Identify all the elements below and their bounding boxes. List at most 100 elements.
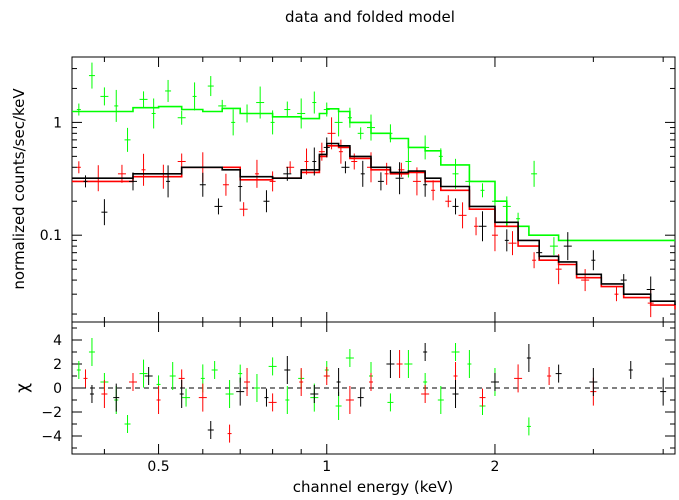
bottom-panel-ticks: 0.5 1 2 −4 −2 0 2 4 <box>41 322 675 475</box>
data-point <box>395 162 404 195</box>
data-point <box>270 110 275 135</box>
data-point <box>341 161 350 174</box>
data-point <box>214 198 223 215</box>
data-point <box>386 350 395 378</box>
data-point <box>318 142 325 161</box>
data-point <box>396 350 403 378</box>
data-point <box>474 217 479 236</box>
data-point <box>166 165 171 198</box>
data-point <box>141 153 146 186</box>
data-point <box>323 137 330 158</box>
data-point <box>589 368 598 396</box>
data-point <box>83 175 88 188</box>
bottom-panel-series <box>76 338 667 443</box>
data-point <box>479 388 486 407</box>
y-tick-label: 1 <box>53 115 62 131</box>
data-point <box>199 172 206 197</box>
data-point <box>269 171 276 192</box>
data-point <box>231 109 236 136</box>
data-point <box>268 357 277 376</box>
data-point <box>438 148 443 165</box>
data-point <box>310 385 319 403</box>
data-point <box>156 386 161 414</box>
data-point <box>536 245 543 260</box>
folded-model-line <box>72 145 676 310</box>
chart-title: data and folded model <box>285 8 455 26</box>
top-panel-ticks: 0.11 <box>40 57 675 322</box>
data-point <box>76 103 81 116</box>
data-point <box>207 421 214 439</box>
data-point <box>404 350 413 378</box>
data-point <box>452 158 459 189</box>
y-tick-label: 0 <box>53 381 62 397</box>
data-point <box>227 424 232 443</box>
data-point <box>124 415 131 433</box>
data-point <box>335 392 342 420</box>
data-point <box>334 108 343 137</box>
data-point <box>285 386 290 414</box>
data-point <box>614 287 619 302</box>
data-point <box>412 167 421 196</box>
data-point <box>347 107 352 128</box>
data-point <box>151 98 156 129</box>
data-point <box>491 219 498 252</box>
folded-model-line <box>72 142 676 306</box>
data-point <box>423 343 428 361</box>
data-point <box>299 368 304 396</box>
data-point <box>253 374 260 402</box>
data-point <box>480 183 485 198</box>
data-point <box>423 172 428 197</box>
y-tick-label: 4 <box>53 333 62 349</box>
data-point <box>268 393 277 412</box>
data-point <box>467 350 472 378</box>
data-point <box>357 127 364 140</box>
y-tick-label: 0.1 <box>40 228 62 244</box>
data-point <box>179 380 184 408</box>
data-point <box>451 343 460 361</box>
data-point <box>646 276 655 303</box>
data-point <box>526 417 531 436</box>
x-tick-label: 1 <box>322 459 331 475</box>
y-tick-label: −4 <box>41 429 62 445</box>
data-point <box>244 104 251 123</box>
data-point <box>165 79 172 102</box>
data-point <box>101 380 108 408</box>
data-point <box>508 231 517 256</box>
data-point <box>421 385 430 403</box>
y-tick-label: 2 <box>53 357 62 373</box>
x-tick-label: 2 <box>490 459 499 475</box>
data-point <box>377 172 384 191</box>
data-point <box>88 62 95 89</box>
data-point <box>283 166 292 181</box>
data-point <box>114 89 119 122</box>
data-point <box>504 229 509 252</box>
data-point <box>368 373 373 391</box>
data-point <box>238 171 243 202</box>
data-point <box>431 180 436 201</box>
data-point <box>139 359 148 388</box>
data-point <box>555 364 562 383</box>
data-point <box>113 383 120 412</box>
data-point <box>388 124 393 143</box>
data-point <box>198 383 207 412</box>
data-point <box>304 148 309 175</box>
data-point <box>452 380 459 408</box>
data-point <box>591 250 596 271</box>
data-point <box>421 135 430 160</box>
data-point <box>327 117 336 150</box>
data-point <box>336 368 341 396</box>
x-tick-label: 0.5 <box>147 459 169 475</box>
data-point <box>526 344 531 372</box>
data-point <box>323 367 330 385</box>
data-point <box>452 198 459 215</box>
data-point <box>547 367 552 385</box>
data-point <box>117 164 126 183</box>
data-point <box>124 127 131 152</box>
data-point <box>236 377 245 406</box>
data-point <box>128 172 137 191</box>
data-point <box>89 385 94 403</box>
data-point <box>563 232 572 261</box>
data-point <box>207 76 214 97</box>
data-point <box>458 202 467 229</box>
data-point <box>144 367 153 385</box>
